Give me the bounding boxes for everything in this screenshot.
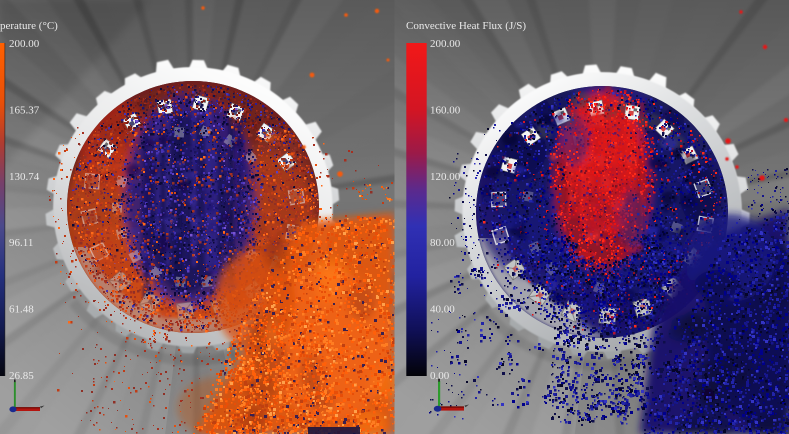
- svg-text:200.00: 200.00: [430, 38, 461, 50]
- svg-text:0.00: 0.00: [430, 370, 450, 382]
- svg-text:Convective Heat Flux (J/S): Convective Heat Flux (J/S): [406, 20, 526, 32]
- svg-text:160.00: 160.00: [430, 104, 461, 116]
- svg-text:26.85: 26.85: [9, 370, 34, 382]
- svg-text:61.48: 61.48: [9, 304, 34, 316]
- svg-text:perature (°C): perature (°C): [0, 20, 58, 32]
- svg-text:80.00: 80.00: [430, 237, 455, 249]
- svg-text:120.00: 120.00: [430, 171, 461, 183]
- svg-text:165.37: 165.37: [9, 104, 40, 116]
- svg-text:200.00: 200.00: [9, 38, 40, 50]
- svg-text:96.11: 96.11: [9, 237, 33, 249]
- svg-text:40.00: 40.00: [430, 304, 455, 316]
- svg-text:130.74: 130.74: [9, 171, 40, 183]
